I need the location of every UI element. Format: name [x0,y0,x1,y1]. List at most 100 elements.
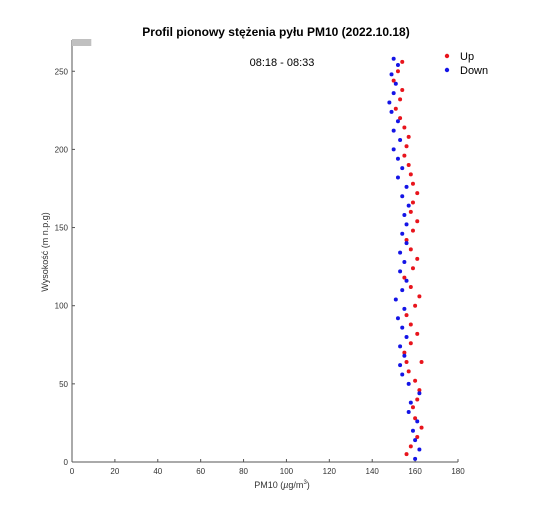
down-point [391,91,396,96]
up-point [398,116,403,121]
down-point [410,428,415,433]
y-tick-label: 250 [55,67,69,76]
x-axis-label-exp: 3 [303,480,307,486]
up-point [415,331,420,336]
series-up [391,59,424,457]
up-point [415,219,420,224]
down-point [402,259,407,264]
down-point [402,353,407,358]
x-axis-label-prefix: PM10 ( [254,480,283,490]
down-point [391,128,396,133]
down-point [398,138,403,143]
x-tick-label: 20 [110,467,119,476]
up-point [417,388,422,393]
up-point [402,275,407,280]
down-point [406,409,411,414]
up-point [415,191,420,196]
up-point [402,350,407,355]
up-point [417,294,422,299]
down-point [395,156,400,161]
x-axis-label: PM10 (µg/m3) [254,480,310,490]
up-point [406,163,411,168]
up-point [410,266,415,271]
x-tick-label: 100 [280,467,294,476]
up-point [419,425,424,430]
down-point [393,81,398,86]
up-point [413,378,418,383]
up-point [415,397,420,402]
up-point [398,97,403,102]
x-tick-label: 160 [408,467,422,476]
data-marks [387,56,424,461]
down-point [398,269,403,274]
down-point [400,166,405,171]
x-tick-label: 180 [451,467,465,476]
up-point [404,313,409,318]
up-point [404,144,409,149]
down-point [400,194,405,199]
down-point [389,72,394,77]
up-point [415,434,420,439]
down-point [402,306,407,311]
x-tick-label: 80 [239,467,248,476]
up-point [410,228,415,233]
down-point [404,184,409,189]
up-point [410,200,415,205]
down-point [415,419,420,424]
up-point [404,452,409,457]
up-point [406,134,411,139]
x-tick-label: 140 [366,467,380,476]
up-point [419,359,424,364]
down-point [404,241,409,246]
x-axis-label-unit: g/m [288,480,303,490]
y-tick-label: 200 [55,145,69,154]
x-tick-label: 40 [153,467,162,476]
down-point [391,147,396,152]
legend-label-up: Up [460,51,474,63]
up-point [406,369,411,374]
x-tick-label: 0 [70,467,75,476]
legend-marker-down [444,67,450,73]
chart-title: Profil pionowy stężenia pyłu PM10 (2022.… [142,25,409,39]
up-point [402,125,407,130]
down-point [398,363,403,368]
down-point [404,222,409,227]
up-point [408,322,413,327]
down-point [404,334,409,339]
x-axis-label-suffix: ) [307,480,310,490]
up-point [408,247,413,252]
up-point [408,209,413,214]
y-tick-label: 150 [55,224,69,233]
up-point [408,284,413,289]
down-point [389,109,394,114]
legend-marker-up [444,53,450,59]
down-point [400,372,405,377]
y-tick-label: 0 [64,458,69,467]
down-point [395,316,400,321]
up-point [408,341,413,346]
up-point [395,69,400,74]
up-point [404,238,409,243]
down-point [391,56,396,61]
up-point [408,444,413,449]
down-point [417,391,422,396]
down-point [393,297,398,302]
down-point [417,447,422,452]
down-point [398,344,403,349]
down-point [406,203,411,208]
down-point [400,288,405,293]
y-tick-label: 50 [59,380,68,389]
x-tick-label: 60 [196,467,205,476]
time-annotation: 08:18 - 08:33 [250,57,315,69]
gray-marker [72,39,92,46]
up-point [413,416,418,421]
up-point [415,256,420,261]
y-tick-label: 100 [55,302,69,311]
down-point [395,175,400,180]
x-axis-label-mu: µ [283,480,288,490]
legend-label-down: Down [460,65,488,77]
series-down [387,56,422,461]
up-point [410,181,415,186]
